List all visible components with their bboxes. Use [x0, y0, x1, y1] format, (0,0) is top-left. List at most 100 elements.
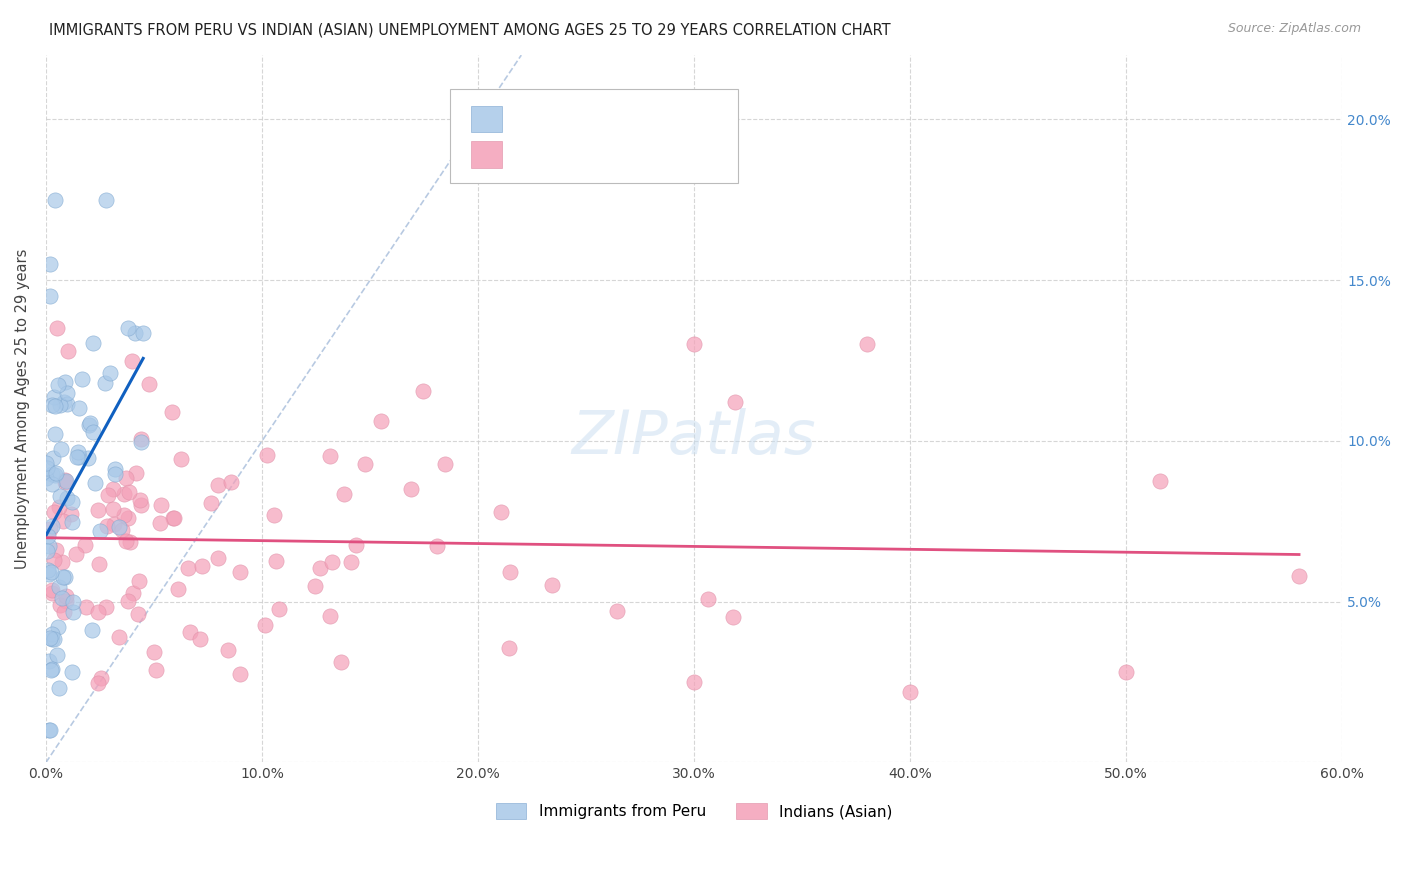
- Point: [162, 511, 184, 525]
- Point: [41, 586, 63, 600]
- Point: [101, 483, 124, 497]
- Point: [266, 554, 288, 568]
- Text: 76: 76: [627, 112, 647, 126]
- Point: [321, 555, 343, 569]
- Point: [145, 663, 167, 677]
- Point: [318, 609, 340, 624]
- Point: [170, 451, 193, 466]
- Point: [48, 500, 70, 515]
- Point: [38, 567, 60, 582]
- Point: [115, 533, 138, 548]
- Point: [319, 450, 342, 464]
- Point: [52, 394, 75, 409]
- Point: [38, 522, 60, 536]
- Point: [51, 591, 73, 605]
- Point: [45, 543, 67, 558]
- Point: [87, 675, 110, 690]
- Point: [53, 375, 76, 389]
- Point: [37, 563, 59, 577]
- Point: [162, 405, 184, 419]
- Point: [856, 337, 879, 351]
- Point: [62, 494, 84, 508]
- Point: [55, 589, 77, 603]
- Point: [267, 602, 290, 616]
- Point: [39, 257, 62, 271]
- Text: N=: N=: [602, 148, 628, 161]
- Point: [333, 487, 356, 501]
- Point: [96, 193, 118, 207]
- Point: [51, 555, 73, 569]
- Point: [41, 398, 63, 412]
- Point: [696, 592, 718, 607]
- Point: [149, 516, 172, 531]
- Point: [90, 672, 112, 686]
- Point: [94, 599, 117, 614]
- Point: [433, 457, 456, 471]
- Point: [162, 511, 184, 525]
- Point: [38, 723, 60, 738]
- Point: [898, 684, 921, 698]
- Point: [89, 524, 111, 539]
- Point: [41, 662, 63, 676]
- Point: [97, 488, 120, 502]
- Point: [52, 515, 75, 529]
- Point: [112, 487, 135, 501]
- Point: [62, 595, 84, 609]
- Point: [129, 498, 152, 512]
- Point: [253, 618, 276, 632]
- Point: [42, 505, 65, 519]
- Point: [84, 475, 107, 490]
- Point: [41, 467, 63, 481]
- Point: [44, 553, 66, 567]
- Point: [207, 478, 229, 492]
- Point: [39, 663, 62, 677]
- Point: [39, 723, 62, 738]
- Point: [200, 496, 222, 510]
- Point: [263, 508, 285, 522]
- Point: [229, 565, 252, 579]
- Point: [399, 482, 422, 496]
- Point: [39, 631, 62, 645]
- Point: [80, 623, 103, 637]
- Point: [127, 607, 149, 621]
- Point: [683, 675, 706, 690]
- Point: [98, 366, 121, 380]
- Point: [330, 656, 353, 670]
- Point: [42, 632, 65, 646]
- Text: 0.278: 0.278: [546, 148, 589, 161]
- Point: [75, 538, 97, 552]
- Point: [46, 378, 69, 392]
- Point: [207, 550, 229, 565]
- Point: [256, 448, 278, 462]
- Point: [37, 529, 59, 543]
- Point: [683, 337, 706, 351]
- Point: [120, 535, 142, 549]
- Point: [41, 519, 63, 533]
- Point: [179, 625, 201, 640]
- Point: [724, 394, 747, 409]
- Point: [41, 583, 63, 598]
- Point: [340, 556, 363, 570]
- Point: [39, 289, 62, 303]
- Point: [190, 632, 212, 646]
- Point: [129, 435, 152, 450]
- Point: [103, 517, 125, 532]
- Point: [53, 570, 76, 584]
- Point: [48, 580, 70, 594]
- Point: [35, 456, 58, 470]
- Point: [42, 390, 65, 404]
- Point: [42, 450, 65, 465]
- Point: [46, 648, 69, 662]
- Point: [121, 585, 143, 599]
- Point: [44, 399, 66, 413]
- Point: [44, 468, 66, 483]
- Point: [217, 643, 239, 657]
- Text: Source: ZipAtlas.com: Source: ZipAtlas.com: [1227, 22, 1361, 36]
- Point: [723, 610, 745, 624]
- Point: [65, 547, 87, 561]
- Point: [56, 491, 79, 506]
- Point: [67, 401, 90, 416]
- Point: [412, 384, 434, 398]
- Point: [35, 471, 58, 485]
- Point: [37, 544, 59, 558]
